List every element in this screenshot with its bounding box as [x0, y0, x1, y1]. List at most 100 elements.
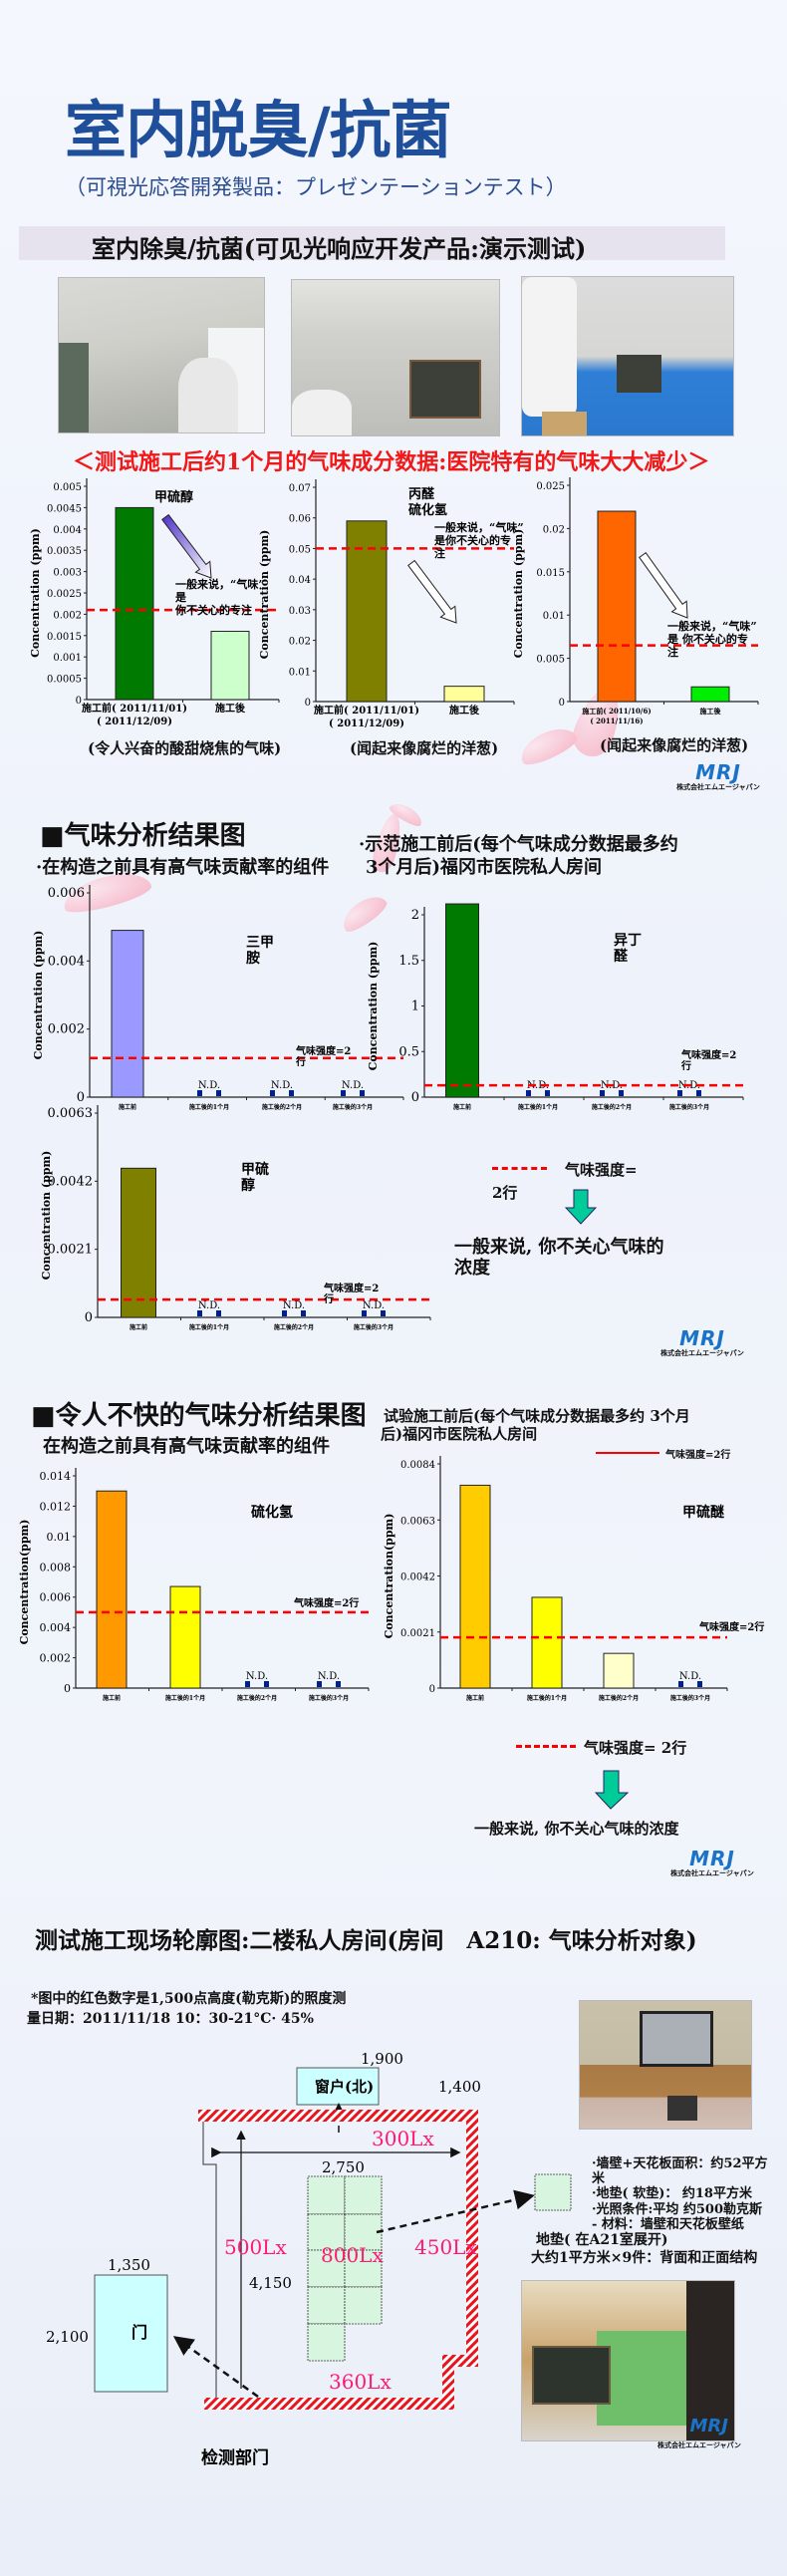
x-tick-label: 施工後的1个月 [518, 1103, 558, 1111]
bar [443, 686, 485, 703]
y-tick-label: 0.0045 [47, 503, 82, 514]
bar [111, 930, 144, 1098]
floorplan-note: 量日期：2011/11/18 10：30-21°C· 45% [27, 2011, 314, 2027]
x-tick-label: 施工後的1个月 [189, 1103, 229, 1111]
y-axis-label: Concentration (ppm) [367, 942, 380, 1071]
nd-marker [197, 1090, 202, 1096]
nd-label: N.D. [527, 1080, 549, 1091]
spec-line: ·光照条件:平均 约500勒克斯 [592, 2202, 762, 2217]
y-tick-label: 0.0005 [47, 675, 82, 686]
floorplan-note: *图中的红色数字是1,500点高度(勒克斯)的照度测 [31, 1991, 347, 2007]
nd-marker [381, 1310, 386, 1316]
y-tick-label: 0.008 [40, 1561, 72, 1574]
annotation-text: 是 [174, 591, 187, 604]
y-tick-label: 2 [411, 908, 419, 923]
y-tick-label: 0.006 [40, 1591, 72, 1604]
threshold-label: 行 [295, 1055, 306, 1068]
section-heading: ■令人不快的气味分析结果图 [31, 1401, 367, 1431]
threshold-label: 行 [323, 1292, 334, 1305]
photo-spraying-ceiling [58, 277, 265, 433]
y-tick-label: 0.004 [40, 1621, 72, 1634]
nd-marker [216, 1310, 221, 1316]
y-tick-label: 1 [411, 1000, 419, 1014]
annotation-text: 是 你不关心的专 [666, 632, 748, 646]
x-tick-label: 施工後的3个月 [309, 1694, 349, 1702]
nd-marker [545, 1090, 550, 1096]
bar-chart: 0 0.0021 0.0042 0.0063 0.0084 Concentration(p… [383, 1456, 764, 1702]
lux-label-center: 800Lx [321, 2243, 384, 2267]
nd-label: N.D. [679, 1671, 701, 1682]
legend-line [596, 1452, 659, 1454]
x-tick-label: 施工前 [103, 1694, 121, 1702]
nd-label: N.D. [318, 1671, 340, 1682]
nd-marker [336, 1681, 341, 1687]
company-name: 株式会社エムエージャパン [657, 2441, 741, 2449]
y-tick-label: 0.01 [289, 667, 311, 678]
threshold-label: 行 [680, 1059, 691, 1072]
nd-marker [526, 1090, 531, 1096]
x-tick-label: 施工後的2个月 [262, 1103, 302, 1111]
nd-marker [696, 1090, 701, 1096]
y-tick-label: 0.02 [289, 637, 311, 648]
x-tick-label: 施工後 [700, 707, 722, 716]
x-tick-label: 施工前( 2011/11/01) [314, 704, 419, 716]
legend-label: 气味强度=2行 [665, 1450, 731, 1461]
compound-label: 甲硫醚 [682, 1504, 724, 1521]
nd-marker [678, 1681, 683, 1687]
conclusion-text: 浓度 [454, 1258, 490, 1279]
threshold-label: 气味强度=2 [323, 1282, 379, 1294]
y-tick-label: 0.001 [53, 653, 82, 664]
x-tick-label: 施工後的1个月 [189, 1323, 229, 1331]
spec-line: - 材料：墙壁和天花板壁纸 [592, 2217, 744, 2232]
spec-line: ·地垫( 软垫)： 约18平方米 [592, 2186, 752, 2201]
spec-line: 地垫( 在A21室展开) [536, 2232, 668, 2248]
door [94, 2274, 168, 2393]
y-tick-label: 0 [85, 1310, 93, 1325]
chart-caption: (令人兴奋的酸甜烧焦的气味) [88, 739, 282, 757]
photo-mat-spraying: MRJ [521, 2280, 735, 2441]
nd-marker [197, 1310, 202, 1316]
y-tick-label: 0.07 [289, 483, 311, 494]
y-tick-label: 0.015 [536, 568, 565, 579]
mrj-logo: MRJ 株式会社エムエージャパン [660, 1326, 744, 1357]
nd-label: N.D. [283, 1300, 305, 1311]
y-axis-label: Concentration (ppm) [258, 530, 271, 660]
dimension-label: 1,400 [438, 2078, 481, 2096]
nd-marker [362, 1310, 367, 1316]
x-tick-label: 施工後的2个月 [599, 1694, 639, 1702]
x-tick-label: ( 2011/12/09) [97, 716, 172, 727]
threshold-label: 气味强度=2 [295, 1044, 351, 1057]
annotation-text: 注 [434, 546, 445, 560]
y-tick-label: 0.014 [40, 1470, 72, 1483]
window [296, 2067, 380, 2106]
bar-chart: 0 0.01 0.02 0.03 0.04 0.05 0.06 0.07 Concentrati… [258, 479, 524, 729]
y-tick-label: 0.0021 [400, 1628, 435, 1639]
annotation-text: 一般来说，“气味” [175, 577, 265, 591]
nd-marker [289, 1090, 294, 1096]
y-axis-label: Concentration (ppm) [512, 529, 525, 659]
mrj-logo: MRJ 株式会社エムエージャパン [676, 760, 760, 791]
bar [210, 631, 250, 701]
y-axis-label: Concentration(ppm) [383, 1514, 395, 1639]
y-tick-label: 0.01 [47, 1531, 72, 1544]
y-tick-label: 0 [76, 696, 82, 707]
y-tick-label: 0.0035 [47, 546, 82, 557]
y-tick-label: 0 [429, 1684, 435, 1695]
x-tick-label: 施工後的3个月 [669, 1103, 709, 1111]
bar [121, 1167, 156, 1318]
y-tick-label: 0.025 [536, 481, 565, 492]
lux-label-south: 360Lx [329, 2370, 392, 2394]
door-pointer-arrow [172, 2336, 259, 2399]
y-tick-label: 0.06 [289, 514, 311, 525]
bar [346, 520, 388, 703]
y-tick-label: 0.0015 [47, 632, 82, 643]
bar [603, 1652, 635, 1689]
nd-label: N.D. [198, 1080, 220, 1091]
lux-label-north: 300Lx [372, 2127, 434, 2150]
nd-marker [270, 1090, 275, 1096]
wall-south [204, 2398, 454, 2410]
spec-line: 米 [592, 2171, 606, 2186]
nd-marker [600, 1090, 605, 1096]
nd-marker [264, 1681, 269, 1687]
